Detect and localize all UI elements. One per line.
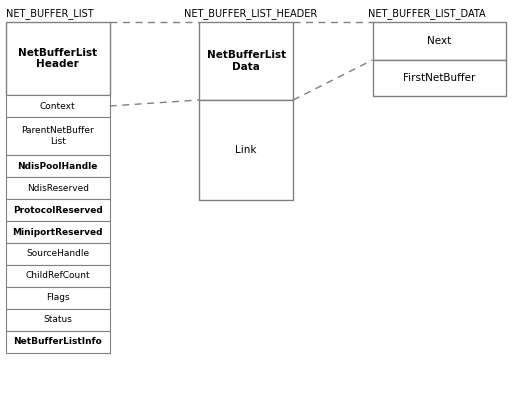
Text: Next: Next	[428, 36, 451, 46]
Bar	[6, 309, 110, 331]
Text: NET_BUFFER_LIST: NET_BUFFER_LIST	[6, 8, 93, 19]
Text: NetBufferListInfo: NetBufferListInfo	[13, 337, 102, 346]
Text: NetBufferList
Data: NetBufferList Data	[206, 50, 286, 72]
Text: NdisReserved: NdisReserved	[27, 184, 89, 192]
Text: Context: Context	[40, 102, 75, 111]
Text: FirstNetBuffer: FirstNetBuffer	[403, 73, 476, 83]
Bar	[6, 95, 110, 117]
Bar	[199, 100, 293, 200]
Text: Flags: Flags	[46, 293, 69, 303]
Bar	[6, 177, 110, 199]
Bar	[6, 22, 110, 95]
Bar	[6, 117, 110, 155]
Text: NdisPoolHandle: NdisPoolHandle	[18, 162, 98, 171]
Text: ProtocolReserved: ProtocolReserved	[13, 205, 102, 214]
Bar	[6, 287, 110, 309]
Bar	[6, 243, 110, 265]
Text: Status: Status	[43, 316, 72, 325]
Text: ParentNetBuffer
List: ParentNetBuffer List	[21, 126, 94, 146]
Bar	[373, 22, 506, 60]
Text: SourceHandle: SourceHandle	[26, 250, 89, 258]
Text: NET_BUFFER_LIST_HEADER: NET_BUFFER_LIST_HEADER	[184, 8, 317, 19]
Text: NetBufferList
Header: NetBufferList Header	[18, 48, 97, 69]
Text: Link: Link	[235, 145, 257, 155]
Bar	[373, 60, 506, 96]
Text: ChildRefCount: ChildRefCount	[25, 271, 90, 280]
Bar	[199, 22, 293, 100]
Text: NET_BUFFER_LIST_DATA: NET_BUFFER_LIST_DATA	[368, 8, 485, 19]
Bar	[6, 265, 110, 287]
Text: MiniportReserved: MiniportReserved	[12, 228, 103, 237]
Bar	[6, 221, 110, 243]
Bar	[6, 199, 110, 221]
Bar	[6, 331, 110, 353]
Bar	[6, 155, 110, 177]
